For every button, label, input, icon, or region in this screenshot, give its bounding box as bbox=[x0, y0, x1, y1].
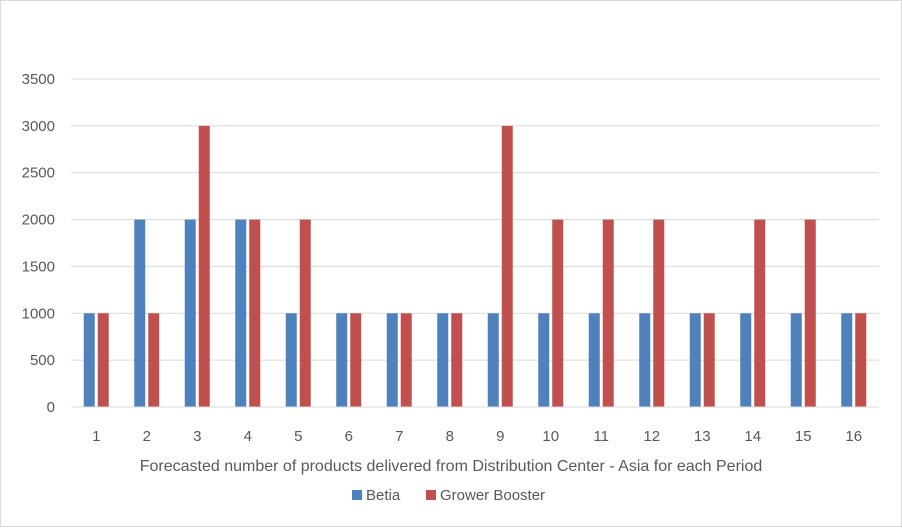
legend: Betia Grower Booster bbox=[352, 487, 545, 504]
bar-betia-7 bbox=[386, 313, 398, 407]
bar-betia-14 bbox=[740, 313, 752, 407]
x-tick-label: 1 bbox=[92, 428, 100, 445]
bar-betia-11 bbox=[588, 313, 600, 407]
y-tick-label: 2500 bbox=[22, 165, 55, 182]
x-tick-label: 10 bbox=[542, 428, 559, 445]
y-axis-tick-labels: 0 500 1000 1500 2000 2500 3000 3500 bbox=[22, 71, 55, 416]
bar-betia-10 bbox=[538, 313, 550, 407]
y-tick-label: 0 bbox=[47, 399, 55, 416]
bar-grower-booster-10 bbox=[552, 219, 564, 407]
x-tick-label: 2 bbox=[143, 428, 151, 445]
bar-grower-booster-14 bbox=[754, 219, 766, 407]
bar-grower-booster-11 bbox=[602, 219, 614, 407]
x-tick-label: 14 bbox=[744, 428, 761, 445]
bar-grower-booster-15 bbox=[804, 219, 816, 407]
x-tick-label: 5 bbox=[294, 428, 302, 445]
x-tick-label: 15 bbox=[795, 428, 812, 445]
bar-grower-booster-5 bbox=[299, 219, 311, 407]
x-tick-label: 4 bbox=[244, 428, 252, 445]
bar-grower-booster-13 bbox=[703, 313, 715, 407]
y-tick-label: 1500 bbox=[22, 258, 55, 275]
y-tick-label: 1000 bbox=[22, 305, 55, 322]
bar-grower-booster-12 bbox=[653, 219, 665, 407]
x-tick-label: 9 bbox=[496, 428, 504, 445]
x-tick-label: 13 bbox=[694, 428, 711, 445]
legend-label-betia: Betia bbox=[366, 487, 401, 504]
x-axis-label: Forecasted number of products delivered … bbox=[140, 458, 763, 475]
bar-betia-6 bbox=[336, 313, 348, 407]
bar-betia-5 bbox=[285, 313, 297, 407]
bar-betia-13 bbox=[689, 313, 701, 407]
bar-betia-16 bbox=[841, 313, 853, 407]
x-tick-label: 3 bbox=[193, 428, 201, 445]
bar-grower-booster-6 bbox=[350, 313, 362, 407]
legend-swatch-grower-booster bbox=[426, 490, 436, 500]
bar-betia-15 bbox=[790, 313, 802, 407]
x-tick-label: 16 bbox=[845, 428, 862, 445]
bar-grower-booster-3 bbox=[198, 125, 210, 407]
bar-betia-3 bbox=[184, 219, 196, 407]
y-tick-label: 3000 bbox=[22, 118, 55, 135]
bar-grower-booster-1 bbox=[97, 313, 109, 407]
y-tick-label: 2000 bbox=[22, 212, 55, 229]
bar-betia-4 bbox=[235, 219, 247, 407]
bar-betia-9 bbox=[487, 313, 499, 407]
bar-grower-booster-7 bbox=[400, 313, 412, 407]
legend-swatch-betia bbox=[352, 490, 362, 500]
bar-grower-booster-8 bbox=[451, 313, 463, 407]
bar-grower-booster-4 bbox=[249, 219, 261, 407]
x-axis-tick-labels: 1 2 3 4 5 6 7 8 9 10 11 12 13 14 15 16 bbox=[92, 428, 862, 445]
bar-grower-booster-9 bbox=[501, 125, 513, 407]
bar-betia-12 bbox=[639, 313, 651, 407]
legend-label-grower-booster: Grower Booster bbox=[440, 487, 545, 504]
bar-betia-1 bbox=[83, 313, 95, 407]
x-tick-label: 8 bbox=[446, 428, 454, 445]
bar-betia-8 bbox=[437, 313, 449, 407]
bar-betia-2 bbox=[134, 219, 146, 407]
y-tick-label: 3500 bbox=[22, 71, 55, 88]
x-tick-label: 6 bbox=[345, 428, 353, 445]
x-tick-label: 7 bbox=[395, 428, 403, 445]
x-tick-label: 11 bbox=[593, 428, 609, 445]
bar-grower-booster-16 bbox=[855, 313, 867, 407]
y-tick-label: 500 bbox=[30, 352, 55, 369]
bar-grower-booster-2 bbox=[148, 313, 160, 407]
bars bbox=[83, 125, 867, 407]
x-tick-label: 12 bbox=[643, 428, 660, 445]
